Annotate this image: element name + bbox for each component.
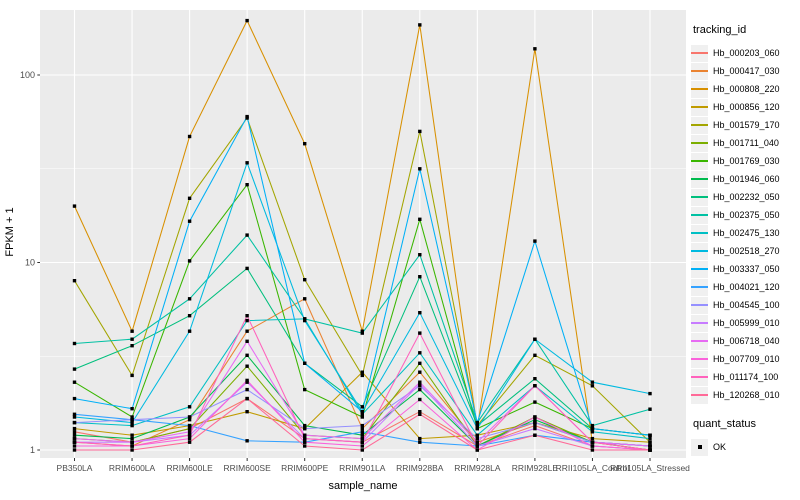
svg-text:RRIM928BA: RRIM928BA <box>396 463 444 473</box>
quant-legend-item-ok: OK <box>691 438 799 456</box>
legend-item-label: Hb_006718_040 <box>713 336 780 346</box>
legend-key-line-icon <box>691 332 708 350</box>
legend-key-line-icon <box>691 224 708 242</box>
legend-items: Hb_000203_060 Hb_000417_030 Hb_000808_220 H… <box>691 44 799 404</box>
gridlines <box>40 10 686 458</box>
legend-key-line-icon <box>691 188 708 206</box>
legend-item-Hb_000203_060: Hb_000203_060 <box>691 44 799 62</box>
legend-item-Hb_002518_270: Hb_002518_270 <box>691 242 799 260</box>
legend-item-Hb_002375_050: Hb_002375_050 <box>691 206 799 224</box>
legend-item-label: Hb_001946_060 <box>713 174 780 184</box>
svg-text:PB350LA: PB350LA <box>57 463 93 473</box>
legend-key-line-icon <box>691 152 708 170</box>
legend-item-Hb_001946_060: Hb_001946_060 <box>691 170 799 188</box>
svg-text:10: 10 <box>25 258 35 268</box>
legend-item-label: Hb_120268_010 <box>713 390 780 400</box>
legend-title-tracking-id: tracking_id <box>693 24 747 36</box>
legend-item-label: Hb_002475_130 <box>713 228 780 238</box>
black-square-marker-icon <box>691 438 708 456</box>
legend-item-label: Hb_007709_010 <box>713 354 780 364</box>
legend-item-label: Hb_000856_120 <box>713 102 780 112</box>
legend-key-line-icon <box>691 62 708 80</box>
legend-item-Hb_004021_120: Hb_004021_120 <box>691 278 799 296</box>
legend-item-Hb_011174_100: Hb_011174_100 <box>691 368 799 386</box>
y-axis-title: FPKM + 1 <box>4 207 16 256</box>
legend-item-label: Hb_000808_220 <box>713 84 780 94</box>
legend-item-label: Hb_000417_030 <box>713 66 780 76</box>
legend-item-label: Hb_001579_170 <box>713 120 780 130</box>
svg-text:1: 1 <box>30 445 35 455</box>
legend-key-line-icon <box>691 98 708 116</box>
legend-item-label: Hb_003337_050 <box>713 264 780 274</box>
legend-key-line-icon <box>691 368 708 386</box>
legend-key-line-icon <box>691 314 708 332</box>
legend-key-line-icon <box>691 44 708 62</box>
legend-item-label: Hb_004021_120 <box>713 282 780 292</box>
legend-item-label: Hb_005999_010 <box>713 318 780 328</box>
svg-text:RRIM600LE: RRIM600LE <box>166 463 213 473</box>
data-point-markers <box>72 18 652 452</box>
legend-item-Hb_001579_170: Hb_001579_170 <box>691 116 799 134</box>
legend-title-quant-status: quant_status <box>693 418 756 430</box>
legend-key-line-icon <box>691 260 708 278</box>
x-axis-title: sample_name <box>328 480 397 492</box>
svg-text:RRIM928LA: RRIM928LA <box>454 463 501 473</box>
legend-key-line-icon <box>691 80 708 98</box>
legend-item-Hb_005999_010: Hb_005999_010 <box>691 314 799 332</box>
plot-panel <box>40 10 686 458</box>
quant-status-legend: quant_status OK <box>691 418 799 456</box>
legend-key-line-icon <box>691 116 708 134</box>
legend-item-label: Hb_002232_050 <box>713 192 780 202</box>
legend-item-label: Hb_002375_050 <box>713 210 780 220</box>
svg-text:RRIM600LA: RRIM600LA <box>109 463 156 473</box>
legend-item-Hb_007709_010: Hb_007709_010 <box>691 350 799 368</box>
legend-item-Hb_000856_120: Hb_000856_120 <box>691 98 799 116</box>
legend-item-label: Hb_001711_040 <box>713 138 779 148</box>
legend-item-label: Hb_000203_060 <box>713 48 780 58</box>
legend-item-Hb_006718_040: Hb_006718_040 <box>691 332 799 350</box>
svg-text:RRIM928LE: RRIM928LE <box>512 463 559 473</box>
legend-item-label: Hb_004545_100 <box>713 300 780 310</box>
legend-item-Hb_000808_220: Hb_000808_220 <box>691 80 799 98</box>
legend-item-Hb_001769_030: Hb_001769_030 <box>691 152 799 170</box>
legend-item-Hb_002232_050: Hb_002232_050 <box>691 188 799 206</box>
legend-item-label: Hb_001769_030 <box>713 156 780 166</box>
legend-key-line-icon <box>691 242 708 260</box>
legend-key-line-icon <box>691 170 708 188</box>
svg-text:RRIM600SE: RRIM600SE <box>224 463 272 473</box>
legend-item-label: Hb_011174_100 <box>713 372 779 382</box>
legend-key-line-icon <box>691 296 708 314</box>
legend-key-line-icon <box>691 134 708 152</box>
svg-text:RRIM901LA: RRIM901LA <box>339 463 386 473</box>
legend-key-line-icon <box>691 386 708 404</box>
legend-item-Hb_120268_010: Hb_120268_010 <box>691 386 799 404</box>
svg-text:RRIM600PE: RRIM600PE <box>281 463 329 473</box>
legend-item-Hb_004545_100: Hb_004545_100 <box>691 296 799 314</box>
legend-panel: tracking_id Hb_000203_060 Hb_000417_030 Hb… <box>691 24 799 456</box>
axis-ticks-and-labels: 1 10 100 PB350LA RRIM600LA RRIM600LE RRIM600SE… <box>20 70 690 473</box>
quant-legend-label: OK <box>713 442 727 452</box>
legend-key-line-icon <box>691 350 708 368</box>
legend-item-Hb_003337_050: Hb_003337_050 <box>691 260 799 278</box>
svg-text:100: 100 <box>20 70 35 80</box>
legend-key-line-icon <box>691 278 708 296</box>
line-chart: 1 10 100 PB350LA RRIM600LA RRIM600LE RRIM600SE… <box>4 10 690 492</box>
legend-item-Hb_001711_040: Hb_001711_040 <box>691 134 799 152</box>
legend-item-label: Hb_002518_270 <box>713 246 780 256</box>
legend-key-line-icon <box>691 206 708 224</box>
legend-item-Hb_002475_130: Hb_002475_130 <box>691 224 799 242</box>
legend-item-Hb_000417_030: Hb_000417_030 <box>691 62 799 80</box>
svg-text:RRII105LA_Control: RRII105LA_Control <box>556 463 630 473</box>
svg-text:RRII105LA_Stressed: RRII105LA_Stressed <box>610 463 690 473</box>
